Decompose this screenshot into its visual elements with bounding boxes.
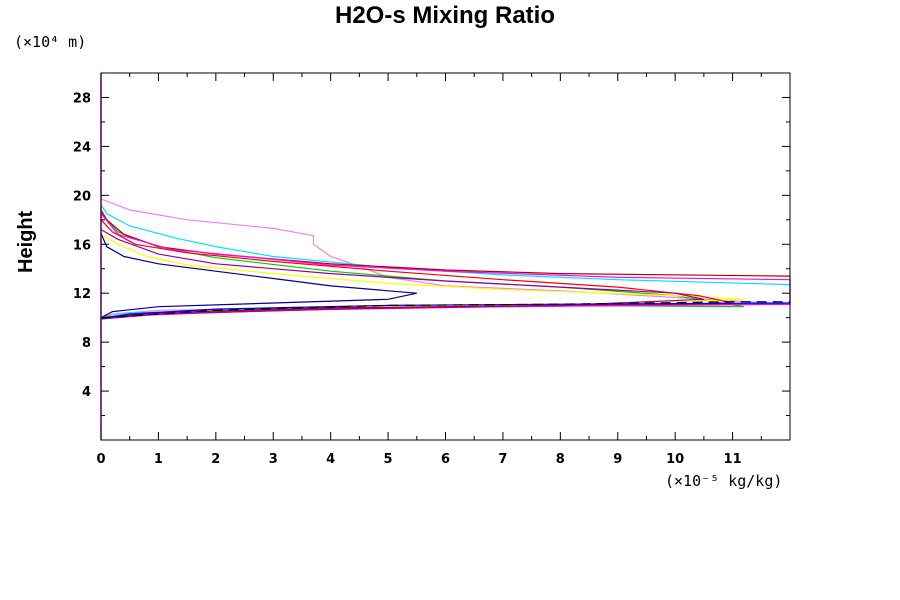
series-line-profile-black-dashed [100, 301, 790, 319]
series-line-profile-darkred [100, 209, 791, 319]
x-tick-label: 10 [666, 452, 684, 467]
x-tick-label: 4 [326, 452, 335, 467]
plot-frame [100, 72, 791, 441]
x-tick-label: 7 [498, 452, 507, 467]
y-tick-label: 12 [73, 287, 91, 302]
x-tick-label: 11 [724, 452, 742, 467]
x-tick-label: 5 [384, 452, 393, 467]
x-tick-label: 0 [96, 452, 105, 467]
y-tick-label: 24 [73, 140, 91, 155]
x-tick-label: 3 [269, 452, 278, 467]
x-tick-label: 8 [556, 452, 565, 467]
x-tick-label: 6 [441, 452, 450, 467]
x-tick-label: 1 [154, 452, 163, 467]
series-line-profile-darkmagenta [100, 229, 705, 320]
x-tick-label: 2 [211, 452, 220, 467]
y-tick-label: 28 [73, 91, 91, 106]
y-axis-unit: (×10⁴ m) [14, 33, 87, 51]
series-layer [100, 73, 791, 440]
x-tick-label: 9 [613, 452, 622, 467]
y-tick-label: 4 [82, 385, 91, 400]
y-tick-label: 8 [82, 336, 91, 351]
y-tick-label: 20 [73, 189, 91, 204]
x-axis-unit: (×10⁻⁵ kg/kg) [665, 472, 783, 490]
series-line-profile-navy [100, 233, 417, 319]
y-tick-label: 16 [73, 238, 91, 253]
chart-title: H2O-s Mixing Ratio [334, 2, 556, 29]
